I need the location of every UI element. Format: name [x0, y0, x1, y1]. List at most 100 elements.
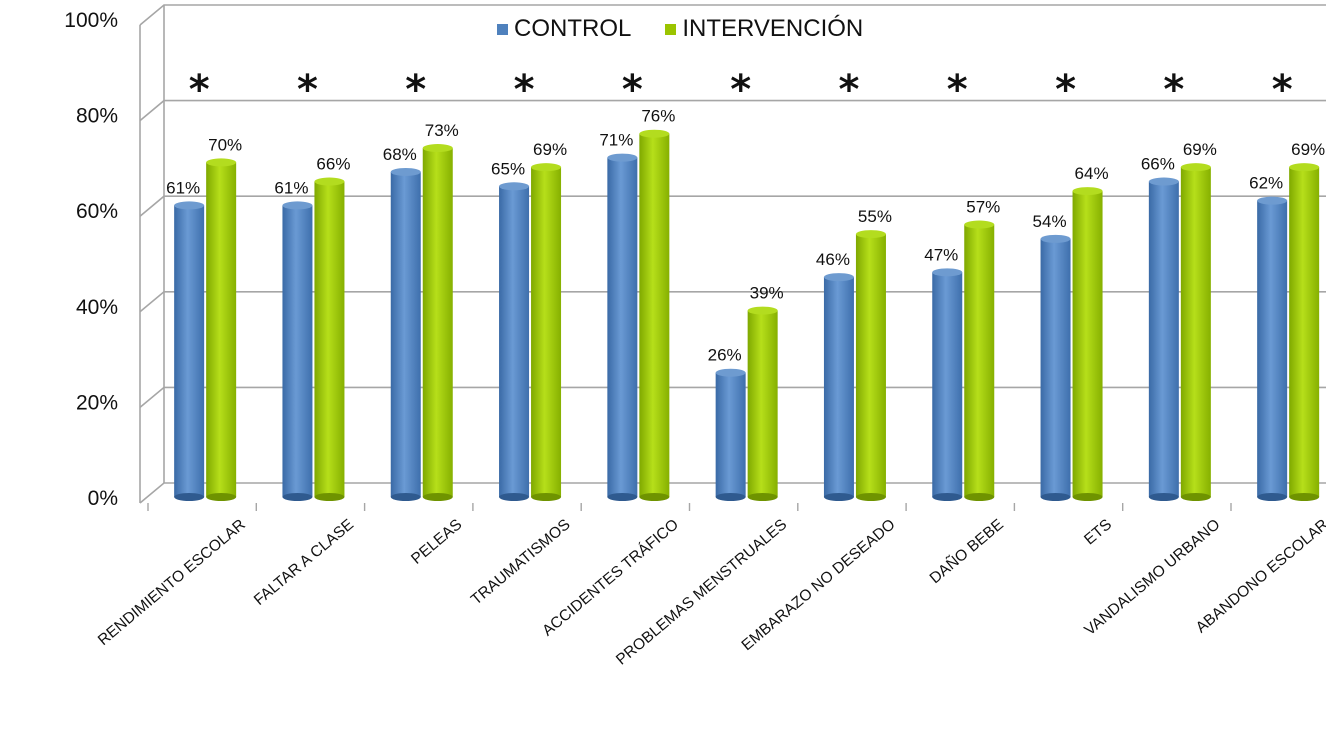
data-label-control: 61% — [274, 178, 308, 197]
significance-asterisk: * — [297, 67, 318, 113]
bar-intervencion-top — [964, 220, 995, 229]
data-label-control: 66% — [1141, 155, 1175, 174]
bar-control-top — [932, 268, 963, 277]
bar-control — [607, 157, 638, 497]
bar-control — [499, 186, 530, 498]
bar-intervencion-base — [314, 493, 345, 501]
bar-intervencion — [855, 234, 886, 497]
bar-intervencion — [1180, 167, 1211, 497]
bar-control — [174, 205, 205, 498]
y-tick-label: 40% — [76, 296, 118, 319]
bar-control — [715, 372, 746, 497]
data-label-intervencion: 57% — [966, 198, 1000, 217]
y-tick-label: 80% — [76, 105, 118, 128]
data-label-intervencion: 64% — [1075, 164, 1109, 183]
data-label-intervencion: 39% — [750, 284, 784, 303]
bar-control-top — [1040, 234, 1071, 243]
bar-control-base — [174, 493, 205, 501]
bar-intervencion — [531, 167, 562, 497]
legend-swatch-control — [497, 23, 508, 35]
data-label-intervencion: 66% — [316, 155, 350, 174]
bar-intervencion-top — [747, 306, 778, 315]
bar-control-top — [174, 201, 205, 210]
bar-control — [823, 277, 854, 497]
legend-label-control: CONTROL — [514, 15, 632, 42]
significance-asterisk: * — [1055, 67, 1076, 113]
bar-control-top — [390, 167, 421, 176]
data-label-control: 54% — [1033, 212, 1067, 231]
x-category-label: FALTAR A CLASE — [251, 516, 357, 609]
bar-intervencion — [747, 310, 778, 497]
bar-intervencion — [206, 162, 237, 497]
bar-control — [1257, 200, 1288, 497]
bar-intervencion — [639, 133, 670, 497]
bar-control-base — [715, 493, 746, 501]
bar-intervencion-base — [1289, 493, 1320, 501]
y-tick-label: 0% — [88, 487, 118, 510]
significance-asterisk: * — [838, 67, 859, 113]
bar-control — [1148, 181, 1179, 497]
bar-intervencion-top — [422, 144, 453, 153]
significance-asterisk: * — [514, 67, 535, 113]
bar-control-top — [1257, 196, 1288, 205]
x-category-label: PROBLEMAS MENSTRUALES — [613, 516, 790, 669]
significance-asterisk: * — [947, 67, 968, 113]
bar-control-top — [282, 201, 313, 210]
significance-asterisk: * — [730, 67, 751, 113]
significance-asterisk: * — [1163, 67, 1184, 113]
bar-intervencion — [422, 148, 453, 497]
bar-control-top — [715, 368, 746, 377]
bar-control-top — [607, 153, 638, 162]
y-tick-label: 100% — [64, 9, 118, 32]
data-label-control: 68% — [383, 145, 417, 164]
bar-control — [282, 205, 313, 498]
bar-intervencion-top — [531, 163, 562, 172]
data-label-intervencion: 73% — [425, 121, 459, 140]
bar-intervencion-base — [1072, 493, 1103, 501]
bar-intervencion-top — [314, 177, 345, 186]
bar-intervencion-top — [1289, 163, 1320, 172]
legend-swatch-intervencion — [665, 23, 677, 35]
y-tick-label: 20% — [76, 391, 118, 414]
data-label-control: 46% — [816, 250, 850, 269]
significance-asterisk: * — [622, 67, 643, 113]
bar-intervencion — [1072, 191, 1103, 497]
data-label-intervencion: 69% — [533, 140, 567, 159]
x-category-label: PELEAS — [408, 516, 465, 568]
data-label-intervencion: 55% — [858, 207, 892, 226]
bar-control — [390, 171, 421, 497]
data-label-control: 61% — [166, 178, 200, 197]
significance-asterisk: * — [1272, 67, 1293, 113]
bar-control-base — [499, 493, 530, 501]
bar-intervencion-top — [855, 230, 886, 239]
data-label-control: 47% — [924, 245, 958, 264]
bar-control-base — [607, 493, 638, 501]
bar-control-base — [1040, 493, 1071, 501]
bar-intervencion-base — [639, 493, 670, 501]
x-category-label: TRAUMATISMOS — [468, 516, 574, 609]
bar-control-base — [1257, 493, 1288, 501]
bar-control-base — [823, 493, 854, 501]
bar-control-base — [390, 493, 421, 501]
bar-control-base — [282, 493, 313, 501]
bar-intervencion-top — [639, 129, 670, 138]
bar-intervencion — [964, 224, 995, 498]
bar-intervencion — [1289, 167, 1320, 497]
bar-control-top — [1148, 177, 1179, 186]
bar-intervencion-base — [747, 493, 778, 501]
data-label-control: 65% — [491, 159, 525, 178]
bar-control-top — [823, 273, 854, 282]
bar-intervencion-base — [964, 493, 995, 501]
bar-control-top — [499, 182, 530, 191]
data-label-control: 71% — [599, 131, 633, 150]
data-label-intervencion: 70% — [208, 135, 242, 154]
data-label-intervencion: 69% — [1291, 140, 1325, 159]
significance-asterisk: * — [189, 67, 210, 113]
bar-control-base — [1148, 493, 1179, 501]
bar-intervencion — [314, 181, 345, 497]
data-label-control: 26% — [708, 346, 742, 365]
x-category-label: RENDIMIENTO ESCOLAR — [95, 516, 249, 649]
bar-intervencion-top — [1072, 187, 1103, 196]
